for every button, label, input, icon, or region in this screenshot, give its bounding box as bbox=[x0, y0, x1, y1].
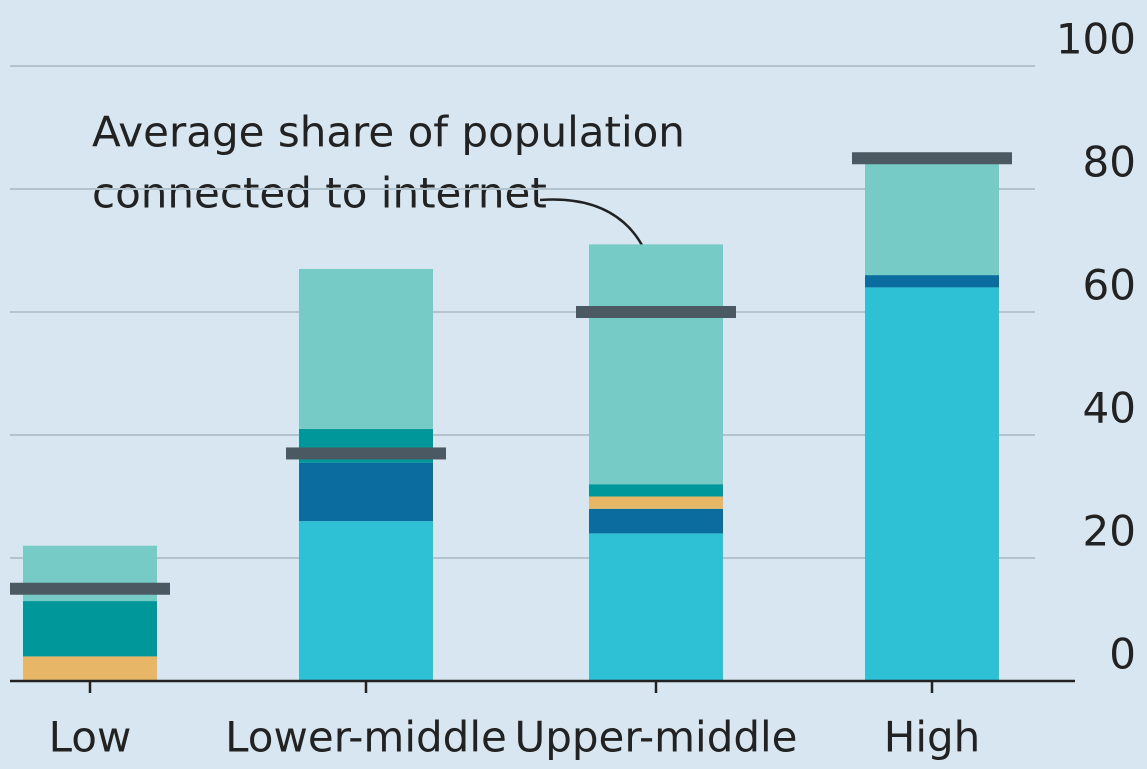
x-tick-label: Low bbox=[49, 713, 132, 762]
bar-segment bbox=[299, 268, 433, 429]
annotation: Average share of population bbox=[92, 108, 685, 157]
bar-segment bbox=[589, 244, 723, 485]
bar-segment bbox=[299, 521, 433, 681]
bar-segment bbox=[865, 287, 999, 681]
y-tick-label: 100 bbox=[1056, 15, 1136, 64]
average-marker bbox=[10, 582, 170, 595]
y-tick-label: 40 bbox=[1083, 384, 1136, 433]
bar-segment bbox=[865, 158, 999, 276]
y-tick-label: 80 bbox=[1083, 138, 1136, 187]
y-tick-label: 0 bbox=[1109, 630, 1136, 679]
x-tick-label: Upper-middle bbox=[514, 713, 797, 762]
x-tick-label: High bbox=[884, 713, 981, 762]
bar-segment bbox=[589, 484, 723, 497]
annotation: connected to internet bbox=[92, 169, 547, 218]
bar-segment bbox=[865, 275, 999, 288]
average-marker bbox=[286, 447, 446, 460]
bar-segment bbox=[589, 496, 723, 509]
y-tick-label: 60 bbox=[1083, 261, 1136, 310]
bar-segment bbox=[299, 462, 433, 522]
bar-segment bbox=[23, 656, 157, 681]
x-tick-label: Lower-middle bbox=[225, 713, 507, 762]
bar-segment bbox=[589, 533, 723, 681]
bar-segment bbox=[589, 508, 723, 534]
bar-segment bbox=[23, 601, 157, 657]
average-marker bbox=[852, 152, 1012, 165]
average-marker bbox=[576, 306, 736, 318]
y-tick-label: 20 bbox=[1083, 507, 1136, 556]
